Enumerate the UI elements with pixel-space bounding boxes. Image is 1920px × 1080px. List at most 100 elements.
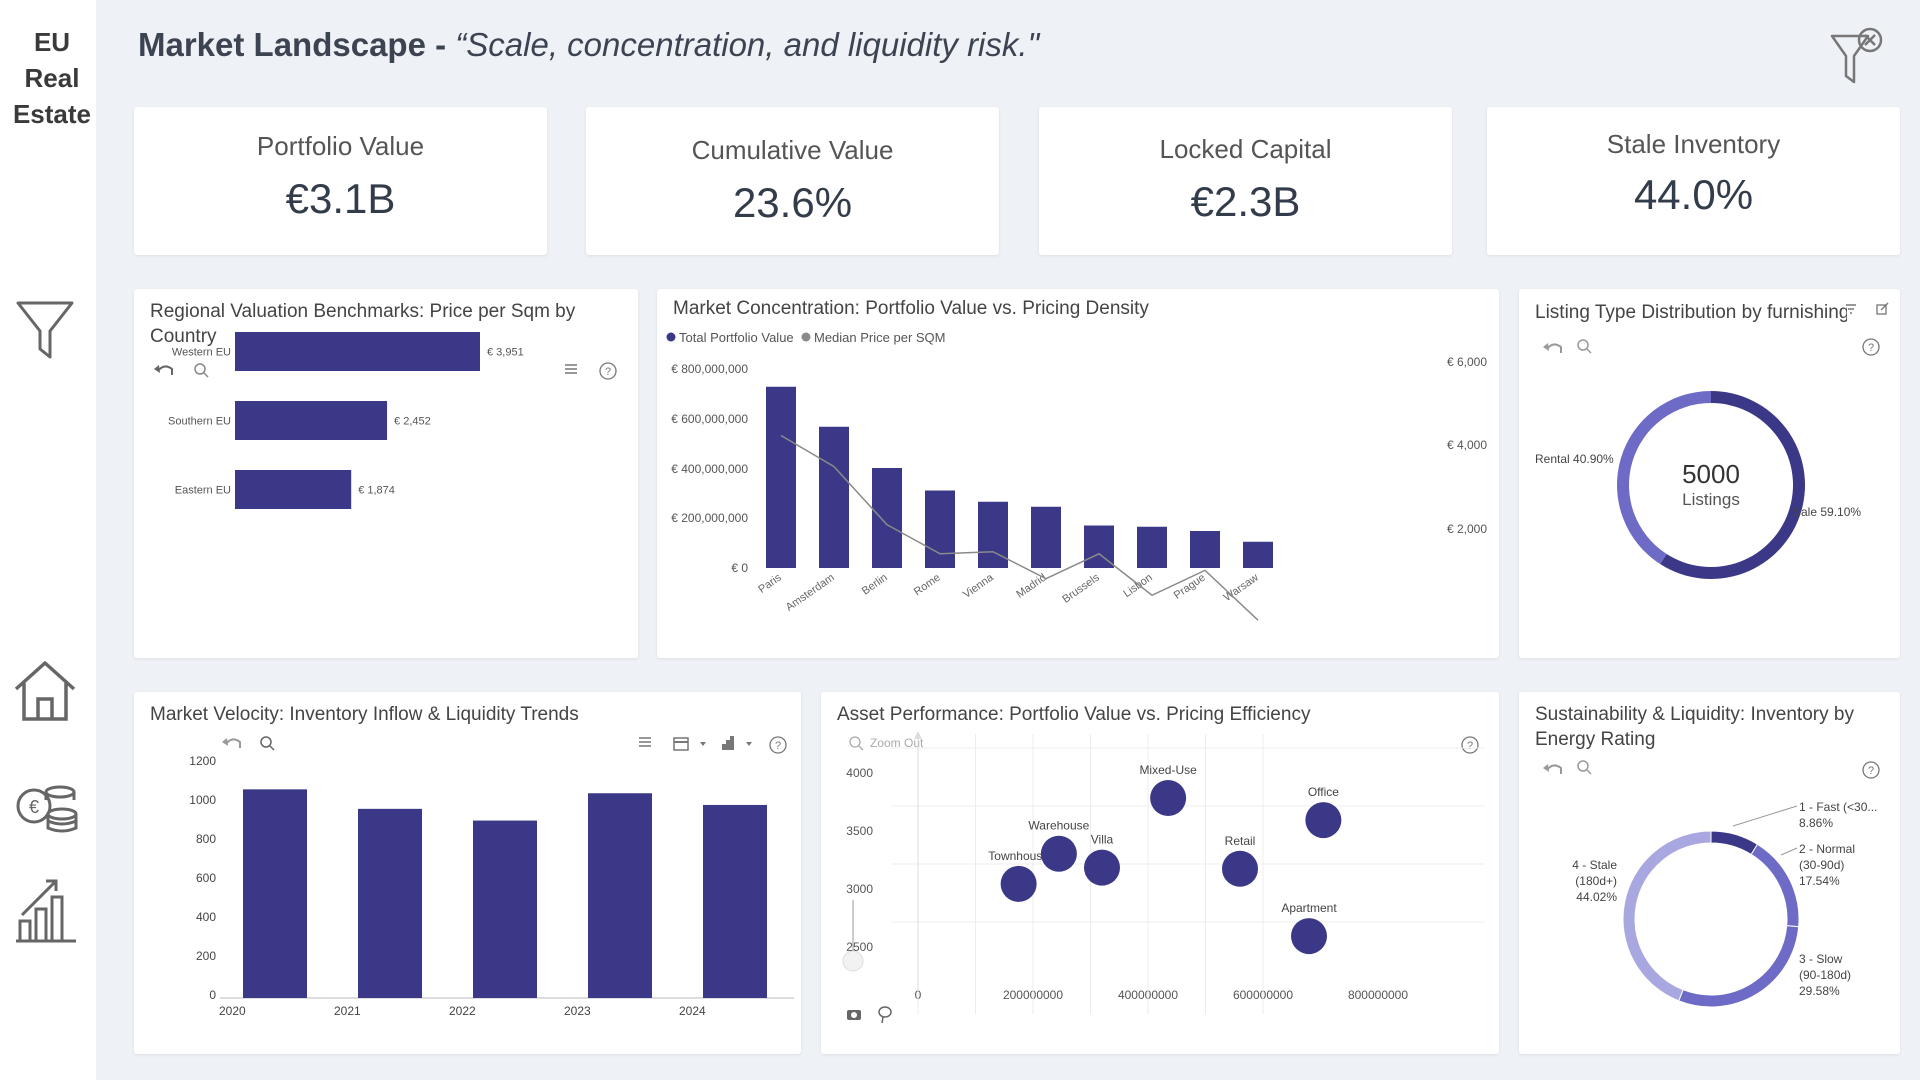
slice-label-line: 44.02% xyxy=(1576,890,1617,904)
data-label: € 2,452 xyxy=(394,416,431,428)
point-label: Warehouse xyxy=(1028,819,1089,833)
category-label: Western EU xyxy=(172,347,231,359)
regional-benchmarks-chart: ? Western EU € 3,951 Southern EU € 2,452 Eas… xyxy=(154,332,617,509)
legend-marker-portfolio xyxy=(666,332,676,342)
kpi-label: Stale Inventory xyxy=(1606,129,1781,159)
bar xyxy=(473,820,537,998)
y-tick-label: 400 xyxy=(196,910,216,924)
svg-text:?: ? xyxy=(775,740,781,752)
regional-benchmarks-card: Regional Valuation Benchmarks: Price per… xyxy=(134,289,638,658)
x-tick-label: Vienna xyxy=(961,571,997,601)
help-icon[interactable]: ? xyxy=(599,362,617,380)
help-icon[interactable]: ? xyxy=(1862,761,1880,779)
slice-label: Rental 40.90% xyxy=(1535,452,1614,466)
y-tick-label: € 400,000,000 xyxy=(671,462,748,476)
market-velocity-chart: ? 1200 1000 800 600 400 200 0 2020 2021 20… xyxy=(189,736,794,1018)
y-tick-label: 600 xyxy=(196,871,216,885)
brand-line: EU xyxy=(33,27,71,57)
slice-label-line: 4 - Stale xyxy=(1572,858,1617,872)
category-label: Eastern EU xyxy=(175,485,231,497)
x-tick-label: Rome xyxy=(912,572,943,599)
zoom-slider[interactable] xyxy=(842,900,864,972)
bar xyxy=(925,490,955,568)
donut-center-value: 5000 xyxy=(1682,459,1740,489)
scatter-point xyxy=(1305,802,1342,839)
slice-label-line: (180d+) xyxy=(1575,874,1617,888)
sidebar: EU Real Estate € xyxy=(0,0,96,1080)
calendar-icon[interactable] xyxy=(673,737,706,751)
legend-label: Median Price per SQM xyxy=(814,330,946,345)
help-icon[interactable]: ? xyxy=(1862,338,1880,356)
lasso-icon[interactable] xyxy=(878,1006,892,1024)
chart-title: Market Concentration: Portfolio Value vs… xyxy=(673,298,1149,319)
chart-title: Regional Valuation Benchmarks: Price per… xyxy=(150,299,575,349)
help-icon[interactable]: ? xyxy=(769,736,787,754)
y-tick-label: 4000 xyxy=(846,766,873,780)
bar xyxy=(978,501,1008,568)
coins-icon[interactable]: € xyxy=(10,770,80,840)
undo-icon[interactable] xyxy=(1543,343,1562,353)
zoom-icon[interactable] xyxy=(1577,760,1592,775)
kpi-label: Cumulative Value xyxy=(691,135,894,165)
scatter-point xyxy=(1040,835,1077,872)
home-icon[interactable] xyxy=(10,655,80,725)
kpi-label: Locked Capital xyxy=(1159,134,1332,164)
undo-icon[interactable] xyxy=(154,365,173,375)
list-icon[interactable] xyxy=(565,364,577,374)
market-velocity-card: Market Velocity: Inventory Inflow & Liqu… xyxy=(134,692,801,1054)
donut-center-label: Listings xyxy=(1682,490,1740,509)
y-tick-label: 1200 xyxy=(189,754,216,768)
slice-label-line: 1 - Fast (<30... xyxy=(1799,800,1877,814)
zoom-icon[interactable] xyxy=(1577,339,1592,354)
legend-label: Total Portfolio Value xyxy=(679,330,794,345)
listing-type-chart: ? Sale 59.10% Rental 40.90% 5000 Listings xyxy=(1535,302,1889,579)
filter-icon[interactable] xyxy=(1846,304,1856,314)
bar xyxy=(1137,526,1167,568)
undo-icon[interactable] xyxy=(222,738,241,748)
zoom-out-label[interactable]: Zoom Out xyxy=(870,736,924,750)
pie-slice xyxy=(1622,830,1712,1002)
series-line xyxy=(780,434,1259,621)
scatter-point xyxy=(1291,918,1327,955)
bar xyxy=(235,401,388,440)
image-icon[interactable] xyxy=(847,1010,861,1020)
zoom-icon[interactable] xyxy=(194,363,209,378)
bar xyxy=(588,793,652,998)
funnel-icon[interactable] xyxy=(10,295,80,365)
slice-label-line: 17.54% xyxy=(1799,874,1840,888)
filter-clear-icon[interactable] xyxy=(1828,26,1888,88)
zoom-icon[interactable] xyxy=(260,736,275,751)
y2-tick-label: € 2,000 xyxy=(1447,522,1487,536)
kpi-card-locked-capital: Locked Capital €2.3B xyxy=(1039,107,1452,255)
bar xyxy=(1031,506,1061,568)
slice-label: 3 - Slow (90-180d) 29.58% xyxy=(1799,952,1851,998)
zoom-out-icon[interactable] xyxy=(849,736,864,751)
focus-mode-icon[interactable] xyxy=(1876,302,1889,315)
x-tick-label: Prague xyxy=(1172,572,1208,602)
point-label: Townhouse xyxy=(988,849,1049,863)
y-tick-label: € 600,000,000 xyxy=(671,412,748,426)
chart-title-line: Regional Valuation Benchmarks: Price per… xyxy=(150,301,576,322)
point-label: Mixed-Use xyxy=(1139,763,1197,777)
help-icon[interactable]: ? xyxy=(1461,736,1479,754)
slice-label-line: (30-90d) xyxy=(1799,858,1844,872)
undo-icon[interactable] xyxy=(1543,764,1562,774)
bar xyxy=(1243,541,1273,568)
bar-growth-icon[interactable] xyxy=(10,875,80,945)
chart-title: Sustainability & Liquidity: Inventory by… xyxy=(1535,702,1854,752)
brand-line: Real xyxy=(24,63,80,93)
scatter-point xyxy=(1000,865,1037,902)
chart-title: Market Velocity: Inventory Inflow & Liqu… xyxy=(150,704,579,725)
category-label: Southern EU xyxy=(168,416,231,428)
y-tick-label: 3500 xyxy=(846,824,873,838)
y-tick-label: 200 xyxy=(196,949,216,963)
chart-type-icon[interactable] xyxy=(722,736,752,750)
slice-label-line: 3 - Slow xyxy=(1799,952,1843,966)
kpi-value: 44.0% xyxy=(1633,171,1754,218)
pie-slice xyxy=(1660,391,1805,579)
listing-type-card: Listing Type Distribution by furnishing … xyxy=(1519,289,1900,658)
list-icon[interactable] xyxy=(639,737,651,747)
chart-title-line: Energy Rating xyxy=(1535,729,1656,750)
x-tick-label: 2021 xyxy=(334,1004,361,1018)
leader-line xyxy=(1732,805,1798,827)
